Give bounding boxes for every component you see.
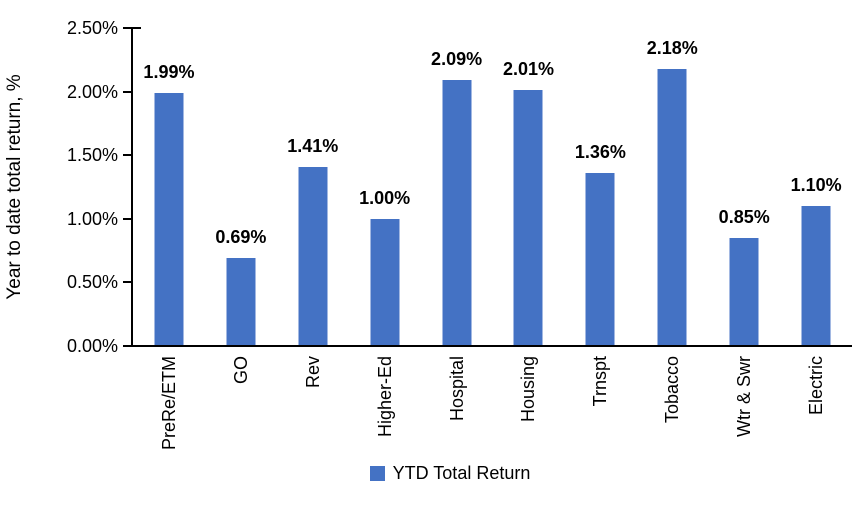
y-axis-line (131, 27, 133, 347)
y-tick-label: 1.00% (66, 208, 118, 229)
legend: YTD Total Return (0, 464, 852, 482)
bar-value-label: 2.09% (431, 49, 483, 70)
x-label-cell: Housing (493, 356, 565, 422)
bar (657, 68, 687, 346)
y-axis-title: Year to date total return, % (4, 74, 25, 300)
bar-group: 1.36% (564, 28, 636, 346)
y-tick-mark (123, 90, 131, 93)
bar (585, 173, 615, 346)
y-tick-mark (123, 217, 131, 220)
bar-value-label: 0.69% (215, 227, 267, 248)
x-axis-label: Electric (806, 356, 827, 416)
y-tick-label: 1.50% (66, 145, 118, 166)
bar-group: 2.18% (636, 28, 708, 346)
y-tick-label: 0.00% (66, 336, 118, 356)
y-tick-mark (123, 154, 131, 157)
y-tick-mark (123, 281, 131, 284)
bar-value-label: 1.10% (790, 175, 842, 196)
bar (513, 90, 543, 346)
bar-value-label: 0.85% (718, 206, 770, 227)
x-label-cell: Rev (277, 356, 349, 388)
bar-value-label: 1.41% (287, 135, 339, 156)
x-axis-labels: PreRe/ETM GO Rev Higher-Ed Hospital Housing Tr… (133, 356, 852, 450)
bar-group: 1.41% (277, 28, 349, 346)
bar-group: 0.85% (708, 28, 780, 346)
x-label-cell: Wtr & Swr (708, 356, 780, 437)
bar (801, 206, 831, 346)
x-label-cell: PreRe/ETM (133, 356, 205, 450)
bar-value-label: 1.99% (143, 61, 195, 82)
x-axis-label: PreRe/ETM (158, 356, 179, 451)
bar-group: 2.09% (421, 28, 493, 346)
x-axis-label: Rev (302, 356, 323, 389)
x-label-cell: Tobacco (636, 356, 708, 423)
legend-label: YTD Total Return (392, 463, 531, 483)
bar-group: 1.99% (133, 28, 205, 346)
y-tick-label: 2.50% (66, 18, 118, 38)
x-axis-label: Wtr & Swr (734, 356, 755, 437)
bar-group: 2.01% (493, 28, 565, 346)
x-axis-label: GO (230, 356, 251, 385)
x-axis-label: Tobacco (662, 356, 683, 424)
bar-group: 0.69% (205, 28, 277, 346)
x-label-cell: Electric (780, 356, 852, 415)
y-tick-label: 0.50% (66, 272, 118, 293)
x-axis-label: Higher-Ed (374, 356, 395, 438)
y-axis-top-tick (133, 27, 141, 29)
bar-value-label: 2.01% (502, 59, 555, 80)
bar (226, 258, 256, 346)
bar (442, 80, 472, 346)
x-axis-line (123, 345, 852, 347)
bar-value-label: 2.18% (646, 37, 698, 58)
x-label-cell: GO (205, 356, 277, 384)
x-axis-label: Trnspt (590, 356, 611, 407)
y-tick-label: 2.00% (66, 81, 118, 102)
x-label-cell: Higher-Ed (349, 356, 421, 437)
bar-value-label: 1.36% (574, 142, 626, 163)
bar (154, 92, 184, 346)
bar (370, 218, 400, 346)
bar (729, 237, 759, 346)
y-tick-mark (123, 27, 131, 29)
x-label-cell: Hospital (421, 356, 493, 421)
bar-group: 1.00% (349, 28, 421, 346)
bar-group: 1.10% (780, 28, 852, 346)
x-axis-label: Housing (518, 356, 539, 423)
x-axis-label: Hospital (446, 356, 467, 422)
plot-area: 1.99% 0.69% 1.41% 1.00% 2.09% 2.01% 1.36% 2.18%… (133, 28, 852, 346)
legend-marker-icon (369, 465, 385, 481)
bar-value-label: 1.00% (359, 187, 411, 208)
bar (298, 166, 328, 346)
x-label-cell: Trnspt (564, 356, 636, 406)
